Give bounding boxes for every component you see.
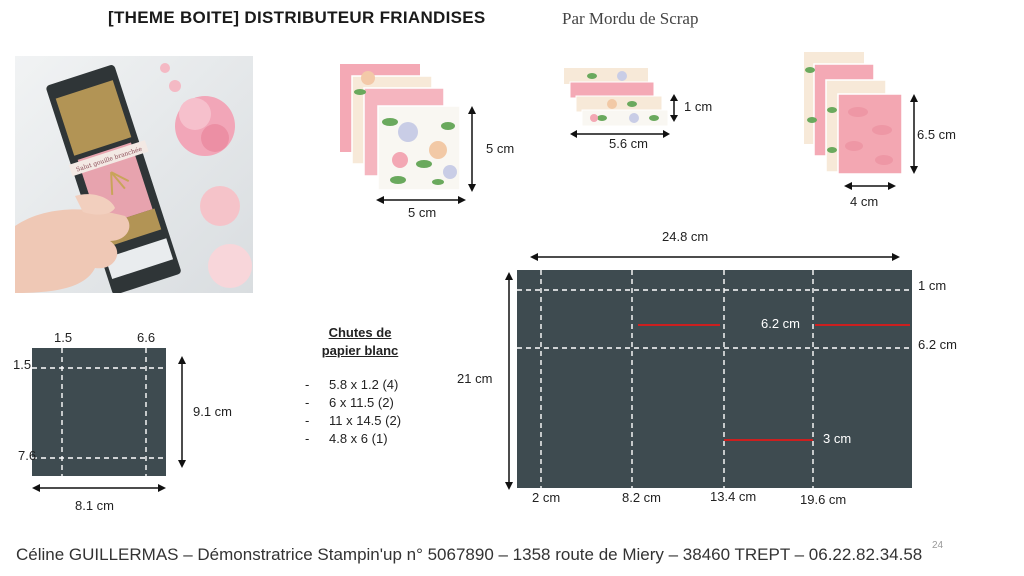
- product-photo: Salut gouille branchée: [15, 56, 253, 293]
- big-panel-height: 21 cm: [457, 371, 493, 386]
- flower-decoration: [160, 63, 252, 288]
- page-number: 24: [932, 540, 944, 551]
- big-panel-height-arrow: [505, 272, 513, 490]
- big-panel-right-top: 1 cm: [918, 278, 947, 293]
- list-item: -5.8 x 1.2 (4): [305, 377, 399, 392]
- big-panel-bottom-4: 19.6 cm: [800, 492, 847, 507]
- list-item: -4.8 x 6 (1): [305, 431, 388, 446]
- notes-title-line2: papier blanc: [321, 343, 399, 358]
- notes-list: -5.8 x 1.2 (4) -6 x 11.5 (2) -11 x 14.5 …: [305, 376, 401, 448]
- small-panel-top-right: 6.6: [137, 330, 156, 345]
- pattern-set1-width: 5 cm: [408, 205, 437, 220]
- treat-box: Salut gouille branchée: [46, 65, 181, 293]
- small-card-panel: [32, 348, 166, 476]
- pattern-set1-height: 5 cm: [486, 141, 515, 156]
- pattern-set-strips: [562, 66, 692, 146]
- list-item: -6 x 11.5 (2): [305, 395, 394, 410]
- notes-title: Chutes de papier blanc: [305, 324, 415, 360]
- pattern-set3-height: 6.5 cm: [917, 127, 957, 142]
- small-panel-width-arrow: [32, 484, 166, 492]
- inner-label-6-2: 6.2 cm: [761, 316, 801, 331]
- pattern-set-squares: [338, 62, 528, 222]
- pattern-set2-height: 1 cm: [684, 99, 713, 114]
- small-panel-left-bottom: 7.6: [18, 448, 37, 463]
- small-panel-height: 9.1 cm: [193, 404, 233, 419]
- big-panel-width: 24.8 cm: [662, 229, 709, 244]
- notes-title-line1: Chutes de: [328, 325, 392, 340]
- page-title: [THEME BOITE] DISTRIBUTEUR FRIANDISES: [108, 8, 486, 27]
- page-subtitle: Par Mordu de Scrap: [562, 9, 699, 28]
- big-panel-bottom-2: 8.2 cm: [622, 490, 662, 505]
- big-box-panel: 6.2 cm 3 cm: [517, 270, 912, 488]
- big-panel-width-arrow: [530, 253, 900, 261]
- big-panel-bottom-1: 2 cm: [532, 490, 561, 505]
- list-item: -11 x 14.5 (2): [305, 413, 402, 428]
- big-panel-bottom-3: 13.4 cm: [710, 489, 757, 504]
- big-panel-right-mid: 6.2 cm: [918, 337, 958, 352]
- inner-label-3: 3 cm: [823, 431, 852, 446]
- footer-contact: Céline GUILLERMAS – Démonstratrice Stamp…: [16, 545, 923, 564]
- small-panel-top-left: 1.5: [54, 330, 73, 345]
- small-panel-left-top: 1.5: [13, 357, 32, 372]
- hand-decoration: [15, 194, 130, 293]
- small-panel-height-arrow: [178, 356, 186, 468]
- pattern-set3-width: 4 cm: [850, 194, 879, 209]
- pattern-set-rectangles: [802, 50, 952, 200]
- small-panel-width: 8.1 cm: [75, 498, 115, 513]
- pattern-set2-width: 5.6 cm: [609, 136, 649, 151]
